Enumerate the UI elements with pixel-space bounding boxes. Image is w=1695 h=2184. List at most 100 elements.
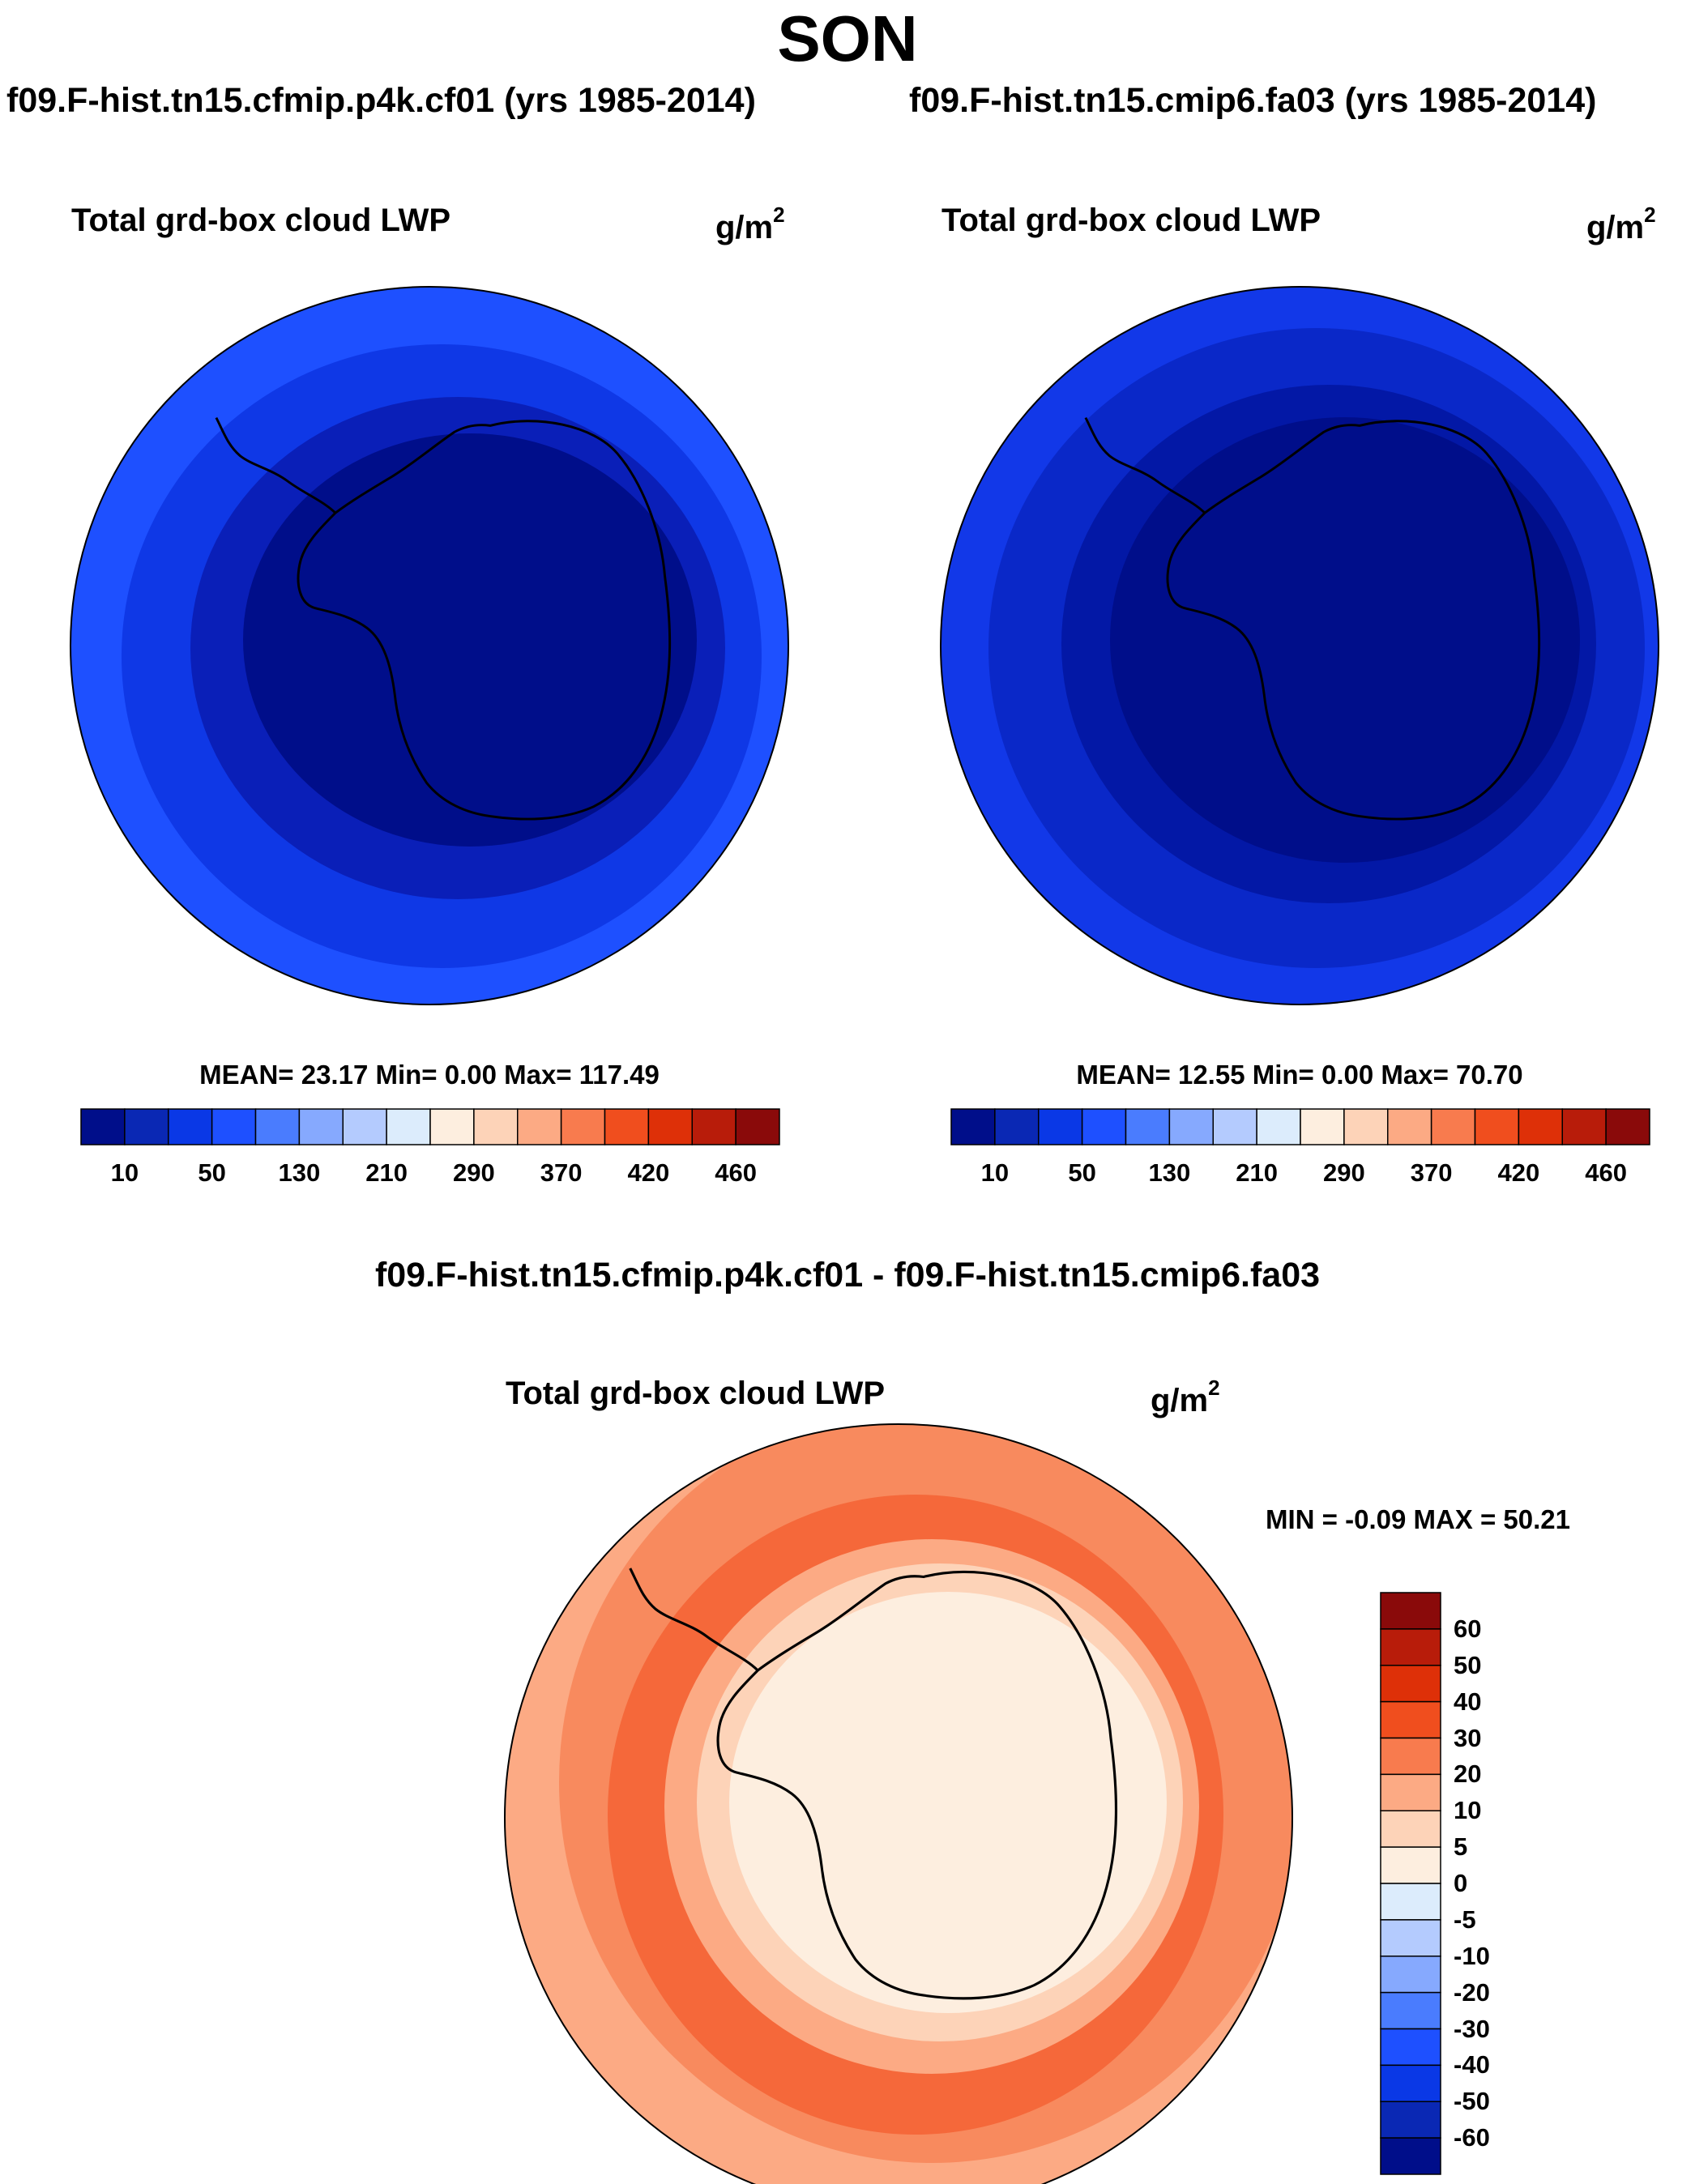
- panel-1-colorbar-swatch: [560, 1108, 606, 1145]
- panel-2-map-border: [940, 286, 1659, 1005]
- panel-1-colorbar-swatch: [211, 1108, 257, 1145]
- panel-1-colorbar: [80, 1108, 780, 1145]
- season-title: SON: [777, 2, 918, 75]
- panel-1-map: [70, 287, 788, 1005]
- diff-colorbar-label: -40: [1454, 2050, 1490, 2079]
- diff-colorbar-label: 10: [1454, 1796, 1482, 1825]
- panel-2-colorbar-swatch: [1474, 1108, 1520, 1145]
- panel-1-colorbar-swatch: [298, 1108, 344, 1145]
- diff-colorbar-label: -60: [1454, 2123, 1490, 2152]
- panel-1-colorbar-swatch: [604, 1108, 650, 1145]
- panel-1-colorbar-label: 10: [110, 1158, 139, 1187]
- diff-colorbar-label: 40: [1454, 1687, 1482, 1716]
- diff-colorbar-swatch: [1380, 1991, 1441, 2030]
- panel-1-stats: MEAN= 23.17 Min= 0.00 Max= 117.49: [199, 1060, 660, 1090]
- diff-stats: MIN = -0.09 MAX = 50.21: [1266, 1504, 1571, 1534]
- panel-2-colorbar-label: 370: [1410, 1158, 1453, 1187]
- panel-2-colorbar-swatch: [1125, 1108, 1171, 1145]
- panel-2-colorbar-swatch: [1605, 1108, 1650, 1145]
- panel-1-units-exp: 2: [773, 203, 785, 227]
- panel-2-colorbar-label: 50: [1068, 1158, 1096, 1187]
- panel-1-colorbar-label: 420: [627, 1158, 670, 1187]
- panel-2-colorbar-swatch: [950, 1108, 996, 1145]
- panel-2-colorbar-swatch: [1212, 1108, 1257, 1145]
- panel-2-colorbar-swatch: [1430, 1108, 1476, 1145]
- panel-1-colorbar-label: 210: [365, 1158, 408, 1187]
- panel-1-colorbar-label: 130: [278, 1158, 321, 1187]
- panel-2-colorbar-label: 290: [1323, 1158, 1365, 1187]
- panel-2-colorbar-swatch: [1518, 1108, 1563, 1145]
- panel-2-units-exp: 2: [1644, 203, 1656, 227]
- panel-2-colorbar-swatch: [1168, 1108, 1214, 1145]
- panel-2-map: [941, 287, 1659, 1005]
- diff-units: g/m2: [1151, 1376, 1220, 1419]
- diff-colorbar-swatch: [1380, 1919, 1441, 1957]
- diff-colorbar: [1380, 1592, 1441, 2175]
- panel-2-colorbar-swatch: [1081, 1108, 1127, 1145]
- diff-colorbar-swatch: [1380, 1773, 1441, 1811]
- panel-2-band-inner: [1110, 417, 1580, 863]
- case-title-right: f09.F-hist.tn15.cmip6.fa03 (yrs 1985-201…: [909, 81, 1597, 120]
- diff-colorbar-swatch: [1380, 1628, 1441, 1666]
- diff-colorbar-swatch: [1380, 2137, 1441, 2175]
- diff-units-exp: 2: [1208, 1376, 1220, 1400]
- diff-variable: Total grd-box cloud LWP: [506, 1376, 886, 1411]
- diff-colorbar-label: -10: [1454, 1941, 1490, 1970]
- diff-colorbar-label: 50: [1454, 1650, 1482, 1679]
- diff-colorbar-label: 30: [1454, 1723, 1482, 1752]
- panel-1-colorbar-label: 290: [453, 1158, 495, 1187]
- panel-1-units: g/m2: [715, 203, 785, 246]
- diff-colorbar-label: 5: [1454, 1832, 1468, 1862]
- panel-1-colorbar-swatch: [254, 1108, 301, 1145]
- diff-colorbar-swatch: [1380, 1700, 1441, 1739]
- diff-band-lightest: [729, 1592, 1167, 2013]
- diff-colorbar-label: 20: [1454, 1760, 1482, 1789]
- diff-map: [505, 1424, 1292, 2184]
- diff-colorbar-swatch: [1380, 1846, 1441, 1884]
- panel-1-colorbar-swatch: [386, 1108, 431, 1145]
- panel-2-units-base: g/m: [1586, 210, 1645, 245]
- panel-2-colorbar-swatch: [1561, 1108, 1607, 1145]
- panel-2-colorbar-label: 10: [980, 1158, 1010, 1187]
- panel-2-colorbar-label: 420: [1497, 1158, 1540, 1187]
- case-title-left: f09.F-hist.tn15.cfmip.p4k.cf01 (yrs 1985…: [6, 81, 756, 120]
- panel-2-colorbar-swatch: [1343, 1108, 1389, 1145]
- panel-2-colorbar: [950, 1108, 1650, 1145]
- panel-2-units: g/m2: [1586, 203, 1656, 246]
- diff-colorbar-label: 0: [1454, 1869, 1468, 1897]
- panel-1-colorbar-swatch: [691, 1108, 736, 1145]
- diff-colorbar-swatch: [1380, 1737, 1441, 1776]
- panel-1-colorbar-swatch: [342, 1108, 387, 1145]
- panel-1-colorbar-swatch: [473, 1108, 519, 1145]
- panel-2-colorbar-swatch: [1038, 1108, 1083, 1145]
- panel-1-band-inner: [243, 433, 697, 847]
- panel-2-variable: Total grd-box cloud LWP: [941, 203, 1321, 238]
- panel-1-colorbar-swatch: [735, 1108, 780, 1145]
- panel-2-colorbar-label: 210: [1236, 1158, 1278, 1187]
- panel-2-colorbar-label: 130: [1148, 1158, 1191, 1187]
- diff-colorbar-label: -50: [1454, 2087, 1490, 2116]
- panel-2-colorbar-swatch: [1256, 1108, 1301, 1145]
- panel-1-colorbar-swatch: [168, 1108, 213, 1145]
- panel-1-colorbar-swatch: [80, 1108, 126, 1145]
- panel-2-colorbar-label: 460: [1585, 1158, 1627, 1187]
- diff-colorbar-swatch: [1380, 1810, 1441, 1848]
- diff-colorbar-swatch: [1380, 2028, 1441, 2067]
- panel-1-colorbar-label: 50: [198, 1158, 226, 1187]
- panel-1-colorbar-swatch: [517, 1108, 562, 1145]
- diff-colorbar-label: -20: [1454, 1977, 1490, 2007]
- diff-colorbar-swatch: [1380, 2064, 1441, 2102]
- panel-1-colorbar-label: 460: [715, 1158, 757, 1187]
- diff-units-base: g/m: [1151, 1383, 1209, 1418]
- panel-1-colorbar-swatch: [124, 1108, 169, 1145]
- diff-colorbar-swatch: [1380, 1665, 1441, 1703]
- panel-2-stats: MEAN= 12.55 Min= 0.00 Max= 70.70: [1076, 1060, 1523, 1090]
- diff-colorbar-swatch: [1380, 1883, 1441, 1921]
- panel-1-variable: Total grd-box cloud LWP: [71, 203, 451, 238]
- panel-1-colorbar-label: 370: [540, 1158, 583, 1187]
- panel-2-colorbar-swatch: [994, 1108, 1040, 1145]
- panel-2-colorbar-swatch: [1387, 1108, 1432, 1145]
- panel-1-map-border: [70, 286, 789, 1005]
- diff-colorbar-swatch: [1380, 1592, 1441, 1630]
